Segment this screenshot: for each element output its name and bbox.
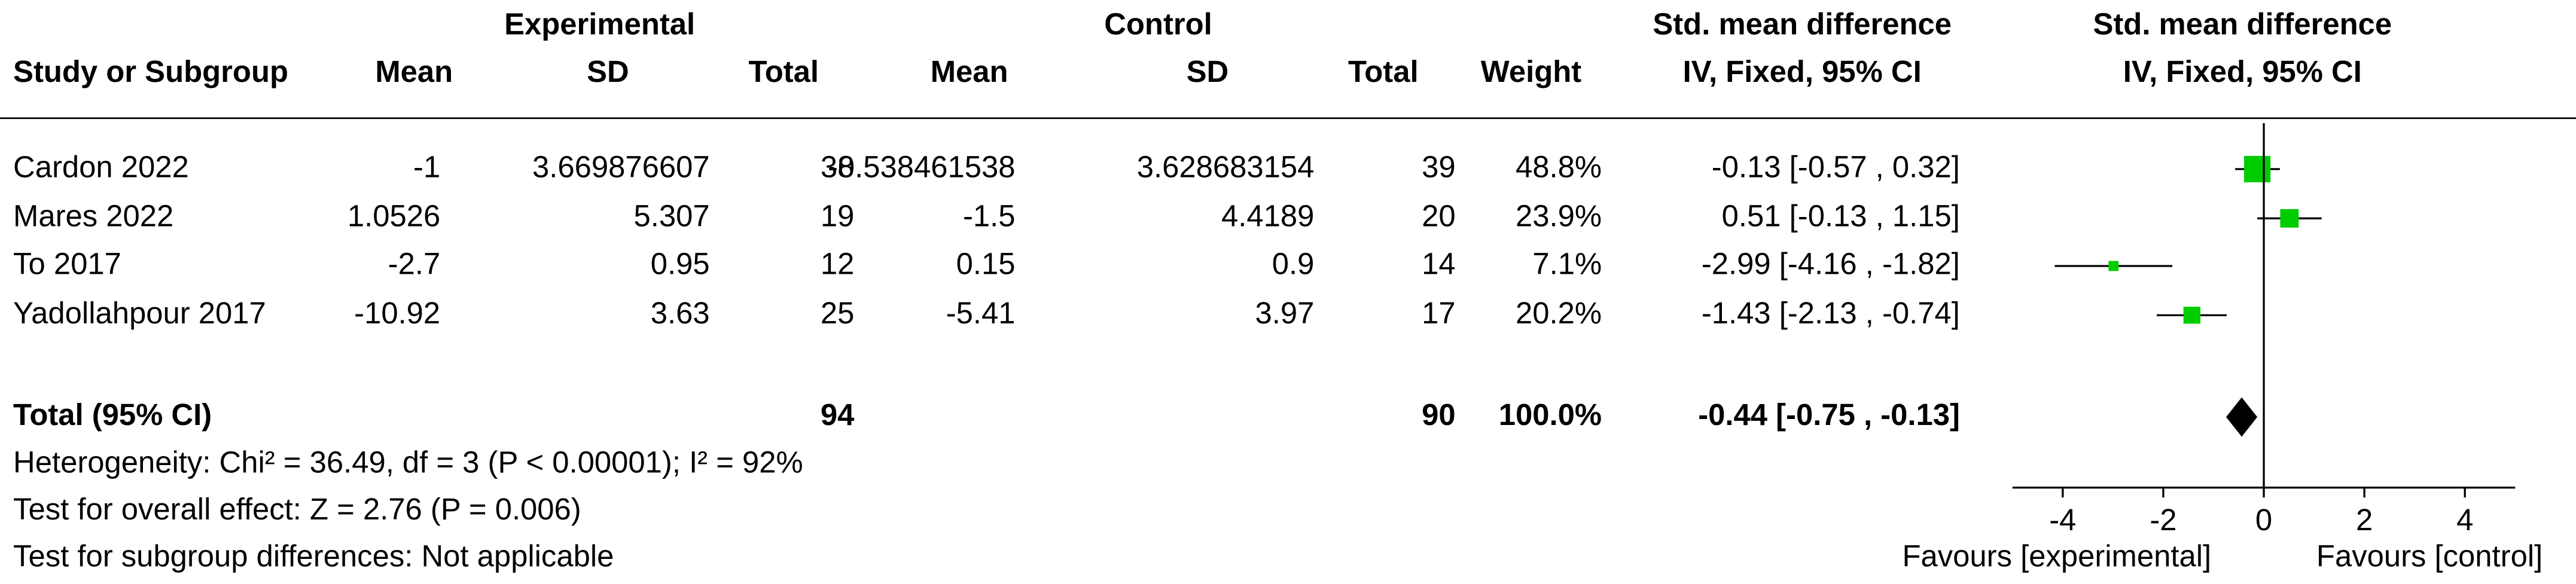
table-cell: 12 (821, 246, 855, 280)
header: Std. mean difference (1653, 7, 1952, 41)
table-cell: 39 (1422, 149, 1456, 184)
header: IV, Fixed, 95% CI (1683, 54, 1922, 88)
header: Total (1348, 54, 1419, 88)
header: SD (1187, 54, 1229, 88)
table-cell: 0.9 (1272, 246, 1315, 280)
total-name: Total (95% CI) (13, 398, 212, 432)
table-cell: 14 (1422, 246, 1456, 280)
x-tick-label: 4 (2456, 503, 2473, 537)
study-name: Yadollahpour 2017 (13, 296, 266, 330)
study-name: Cardon 2022 (13, 149, 189, 184)
header: SD (587, 54, 629, 88)
table-cell: 48.8% (1516, 149, 1602, 184)
table-cell: 20 (1422, 199, 1456, 233)
header: Weight (1481, 54, 1581, 88)
effect-square (2244, 155, 2271, 182)
x-tick-label: -4 (2049, 503, 2076, 537)
favours-left: Favours [experimental] (1902, 539, 2211, 573)
header: Experimental (504, 7, 695, 41)
study-name: To 2017 (13, 246, 121, 280)
table-cell: 3.97 (1255, 296, 1315, 330)
x-tick-label: 2 (2356, 503, 2373, 537)
table-cell: -2.7 (388, 246, 441, 280)
total-cell: 94 (821, 398, 855, 432)
table-cell: 19 (821, 199, 855, 233)
table-cell: 0.15 (956, 246, 1016, 280)
header: Study or Subgroup (13, 54, 288, 88)
total-cell: 90 (1422, 398, 1456, 432)
table-cell: 23.9% (1516, 199, 1602, 233)
table-cell: -2.99 [-4.16 , -1.82] (1702, 246, 1960, 280)
table-cell: 3.628683154 (1137, 149, 1315, 184)
effect-square (2183, 307, 2201, 324)
footnote: Heterogeneity: Chi² = 36.49, df = 3 (P <… (13, 445, 803, 479)
header: Control (1104, 7, 1212, 41)
total-cell: -0.44 [-0.75 , -0.13] (1698, 398, 1960, 432)
footnote: Test for overall effect: Z = 2.76 (P = 0… (13, 492, 581, 526)
table-cell: 38 (821, 149, 855, 184)
table-cell: 0.51 [-0.13 , 1.15] (1722, 199, 1960, 233)
total-cell: 100.0% (1499, 398, 1602, 432)
effect-square (2280, 209, 2299, 228)
table-cell: 3.669876607 (532, 149, 710, 184)
footnote: Test for subgroup differences: Not appli… (13, 539, 614, 573)
table-cell: -0.13 [-0.57 , 0.32] (1712, 149, 1960, 184)
table-cell: -10.92 (354, 296, 440, 330)
table-cell: 0.95 (651, 246, 710, 280)
header: Std. mean difference (2093, 7, 2392, 41)
table-cell: 1.0526 (347, 199, 440, 233)
header: Total (748, 54, 819, 88)
study-name: Mares 2022 (13, 199, 173, 233)
table-cell: 4.4189 (1221, 199, 1314, 233)
table-cell: -1.43 [-2.13 , -0.74] (1702, 296, 1960, 330)
total-diamond (2226, 397, 2258, 437)
table-cell: 5.307 (634, 199, 710, 233)
x-tick-label: -2 (2150, 503, 2176, 537)
header: Mean (375, 54, 453, 88)
table-cell: 3.63 (651, 296, 710, 330)
header: IV, Fixed, 95% CI (2123, 54, 2362, 88)
table-cell: 25 (821, 296, 855, 330)
table-cell: -1.5 (963, 199, 1016, 233)
x-tick-label: 0 (2255, 503, 2272, 537)
table-cell: -5.41 (946, 296, 1016, 330)
table-cell: -0.538461538 (828, 149, 1016, 184)
header: Mean (931, 54, 1008, 88)
effect-square (2108, 261, 2119, 271)
table-cell: 17 (1422, 296, 1456, 330)
table-cell: 7.1% (1532, 246, 1602, 280)
favours-right: Favours [control] (2316, 539, 2543, 573)
table-cell: 20.2% (1516, 296, 1602, 330)
table-cell: -1 (413, 149, 440, 184)
